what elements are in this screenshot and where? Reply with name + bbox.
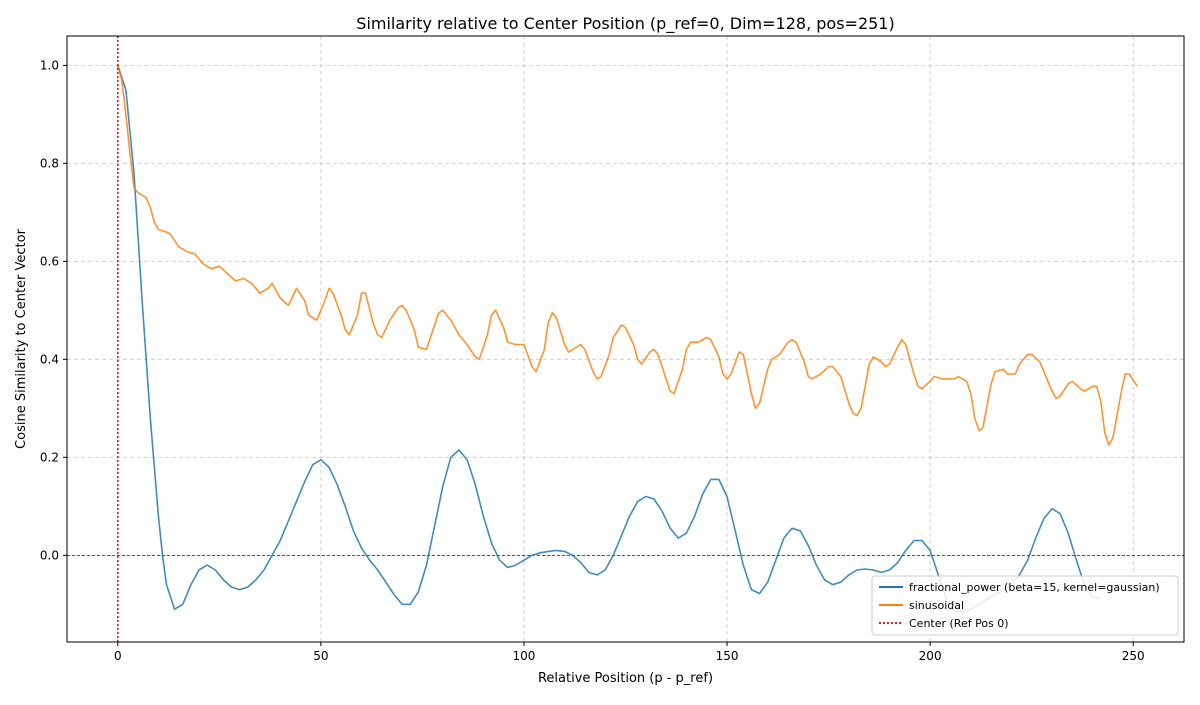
grid-lines: [67, 36, 1184, 642]
y-tick-label: 0.0: [40, 548, 59, 562]
x-tick-label: 0: [114, 649, 122, 663]
y-tick-label: 0.4: [40, 352, 59, 366]
plot-area-frame: [66, 35, 1185, 643]
series-lines: [116, 36, 1138, 642]
legend-box: [871, 575, 1179, 636]
legend-label-fractional-power: fractional_power (beta=15, kernel=gaussi…: [909, 581, 1160, 594]
series-line-sinusoidal: [117, 65, 1138, 446]
y-tick-label: 0.2: [40, 450, 59, 464]
x-tick-label: 50: [313, 649, 328, 663]
chart-title: Similarity relative to Center Position (…: [356, 14, 894, 34]
series-line-fractional-power: [117, 65, 1101, 613]
legend-label-sinusoidal: sinusoidal: [909, 599, 964, 612]
y-tick-label: 1.0: [40, 58, 59, 72]
y-tick-label: 0.8: [40, 156, 59, 170]
y-tick-label: 0.6: [40, 254, 59, 268]
x-tick-label: 100: [513, 649, 536, 663]
x-tick-label: 150: [716, 649, 739, 663]
y-axis-ticks: 0.0 0.2 0.4 0.6 0.8 1.0: [40, 58, 67, 562]
legend: fractional_power (beta=15, kernel=gaussi…: [871, 575, 1179, 636]
y-axis-label: Cosine Similarity to Center Vector: [14, 228, 29, 449]
x-tick-label: 200: [919, 649, 942, 663]
legend-label-center: Center (Ref Pos 0): [909, 617, 1009, 630]
x-tick-label: 250: [1122, 649, 1145, 663]
x-axis-ticks: 0 50 100 150 200 250: [114, 642, 1145, 663]
x-axis-label: Relative Position (p - p_ref): [538, 671, 713, 686]
